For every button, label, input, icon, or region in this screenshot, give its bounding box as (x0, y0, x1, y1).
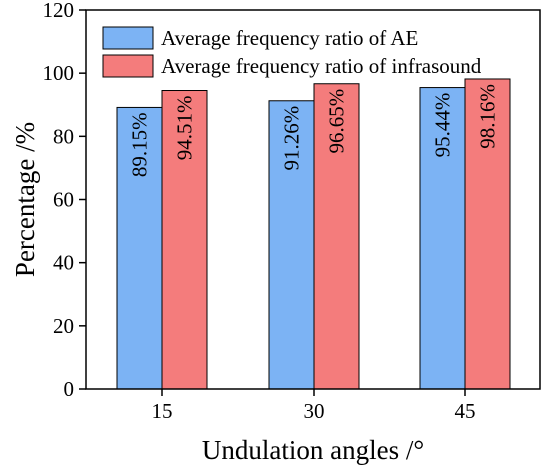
bar-infrasound-15 (161, 90, 208, 390)
y-tick-label: 80 (53, 124, 74, 148)
bar-infrasound-45 (464, 78, 511, 390)
legend-swatch-infrasound (102, 54, 154, 78)
bar-value-label: 96.65% (325, 89, 349, 154)
bar-value-label: 94.51% (173, 96, 197, 161)
y-tick-label: 20 (53, 314, 74, 338)
x-axis-ticks: 15 30 45 (152, 389, 476, 423)
legend-swatch-ae (102, 26, 154, 50)
legend-label-ae: Average frequency ratio of AE (161, 26, 418, 50)
x-tick-label: 15 (152, 399, 173, 423)
y-tick-label: 120 (43, 0, 75, 22)
bars-layer (116, 78, 511, 390)
y-tick-label: 60 (53, 188, 74, 212)
y-tick-label: 40 (53, 251, 74, 275)
legend-label-infrasound: Average frequency ratio of infrasound (161, 54, 482, 78)
bar-value-label: 91.26% (280, 106, 304, 171)
legend: Average frequency ratio of AE Average fr… (102, 26, 482, 78)
bar-labels-layer: 89.15% 91.26% 95.44% 94.51% 96.65% 98.16% (128, 84, 500, 177)
y-axis-label: Percentage /% (10, 122, 40, 277)
bar-ae-45 (419, 87, 466, 390)
bar-ae-30 (268, 100, 315, 390)
bar-infrasound-30 (313, 83, 360, 390)
x-axis-label: Undulation angles /° (202, 435, 424, 465)
bar-ae-15 (116, 106, 163, 390)
bar-value-label: 95.44% (431, 93, 455, 158)
x-tick-label: 30 (304, 399, 325, 423)
y-tick-label: 100 (43, 61, 75, 85)
y-axis-ticks: 0 20 40 60 80 100 120 (43, 0, 86, 401)
bar-value-label: 98.16% (476, 84, 500, 149)
y-tick-label: 0 (64, 377, 75, 401)
bar-value-label: 89.15% (128, 112, 152, 177)
x-tick-label: 45 (455, 399, 476, 423)
